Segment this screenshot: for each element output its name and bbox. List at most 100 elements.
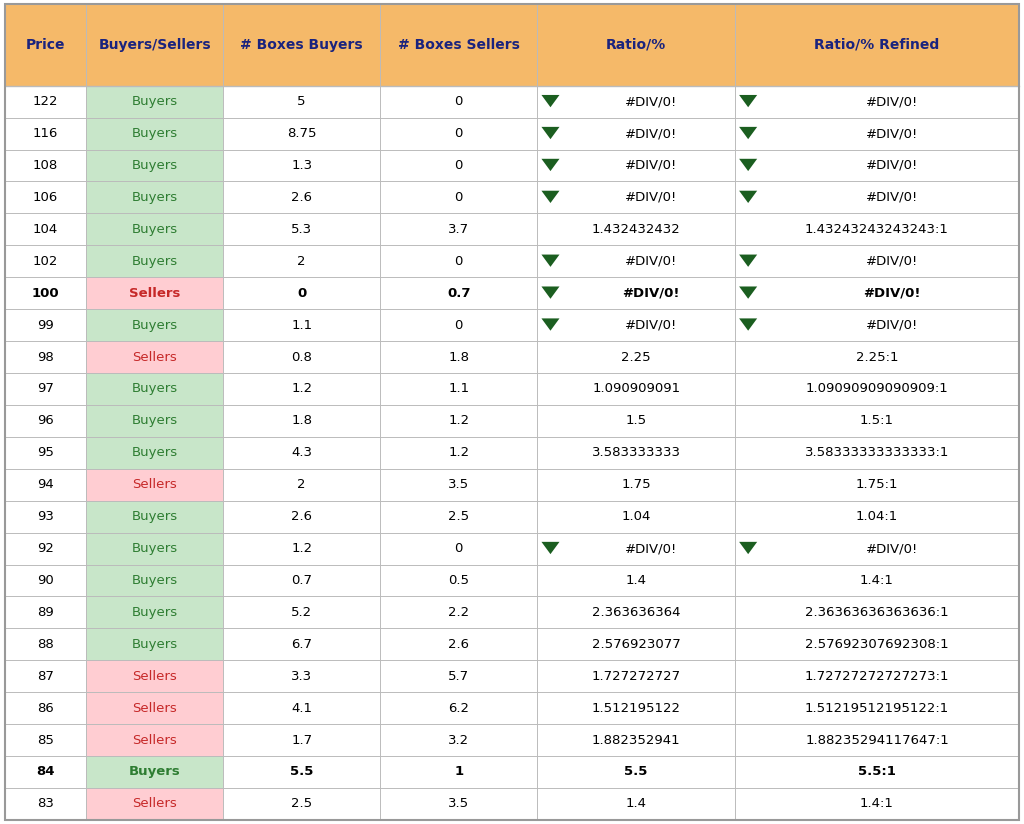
Bar [538,501,735,532]
Text: 3.2: 3.2 [449,733,469,747]
Bar [538,532,735,564]
Bar [86,660,223,692]
Bar [86,564,223,597]
Bar [538,756,735,788]
Text: Buyers: Buyers [132,606,178,619]
Bar [86,501,223,532]
Bar [380,4,538,86]
Text: 85: 85 [37,733,54,747]
Bar [86,629,223,660]
Bar [380,405,538,437]
Polygon shape [542,255,559,267]
Bar [86,4,223,86]
Text: #DIV/0!: #DIV/0! [626,159,678,172]
Polygon shape [739,95,757,107]
Bar [380,469,538,501]
Bar [223,118,380,149]
Bar [86,532,223,564]
Bar [223,277,380,309]
Bar [538,309,735,341]
Text: 1.4:1: 1.4:1 [860,574,894,587]
Text: Ratio/% Refined: Ratio/% Refined [814,38,940,52]
Text: 0.5: 0.5 [449,574,469,587]
Text: Buyers: Buyers [132,414,178,428]
Text: Price: Price [26,38,66,52]
Text: 2.363636364: 2.363636364 [592,606,680,619]
Text: Sellers: Sellers [129,287,180,300]
Text: 3.5: 3.5 [449,798,469,811]
Text: 1.75: 1.75 [622,478,651,491]
Bar [86,213,223,246]
Bar [538,86,735,118]
Text: Sellers: Sellers [132,350,177,363]
Text: 0: 0 [455,542,463,555]
Bar [538,692,735,724]
Text: 3.3: 3.3 [291,670,312,683]
Text: 1.1: 1.1 [449,382,469,396]
Polygon shape [739,159,757,171]
Text: 0: 0 [455,255,463,268]
Bar [223,724,380,756]
Text: #DIV/0!: #DIV/0! [866,542,919,555]
Bar [223,213,380,246]
Bar [735,118,1019,149]
Text: 3.7: 3.7 [449,222,469,236]
Text: 116: 116 [33,127,58,140]
Text: 2.6: 2.6 [449,638,469,651]
Text: 0: 0 [297,287,306,300]
Bar [538,405,735,437]
Text: Buyers: Buyers [132,319,178,331]
Bar [86,373,223,405]
Bar [5,564,86,597]
Bar [735,405,1019,437]
Bar [5,373,86,405]
Bar [538,341,735,373]
Text: 0: 0 [455,95,463,108]
Text: #DIV/0!: #DIV/0! [626,95,678,108]
Bar [86,118,223,149]
Bar [86,437,223,469]
Bar [5,629,86,660]
Text: Sellers: Sellers [132,670,177,683]
Text: 1.512195122: 1.512195122 [592,702,681,714]
Bar [380,788,538,820]
Text: 5: 5 [297,95,306,108]
Text: #DIV/0!: #DIV/0! [626,127,678,140]
Bar [86,277,223,309]
Bar [5,469,86,501]
Bar [223,341,380,373]
Bar [5,213,86,246]
Bar [5,597,86,629]
Bar [538,118,735,149]
Text: #DIV/0!: #DIV/0! [866,127,919,140]
Text: 2.25: 2.25 [622,350,651,363]
Bar [223,309,380,341]
Text: 5.5: 5.5 [290,765,313,779]
Text: 95: 95 [37,447,54,459]
Bar [5,756,86,788]
Bar [380,629,538,660]
Bar [223,788,380,820]
Bar [735,246,1019,277]
Bar [380,213,538,246]
Text: Sellers: Sellers [132,798,177,811]
Bar [223,373,380,405]
Bar [86,86,223,118]
Bar [380,660,538,692]
Bar [538,564,735,597]
Text: Ratio/%: Ratio/% [606,38,667,52]
Text: 104: 104 [33,222,58,236]
Text: 1.090909091: 1.090909091 [592,382,680,396]
Bar [735,724,1019,756]
Text: 84: 84 [37,765,55,779]
Text: 0: 0 [455,159,463,172]
Text: 2: 2 [297,478,306,491]
Text: # Boxes Sellers: # Boxes Sellers [398,38,520,52]
Bar [223,660,380,692]
Text: 1: 1 [455,765,463,779]
Text: 5.5: 5.5 [625,765,648,779]
Text: 1.3: 1.3 [291,159,312,172]
Text: Sellers: Sellers [132,478,177,491]
Text: Buyers: Buyers [132,255,178,268]
Polygon shape [739,542,757,554]
